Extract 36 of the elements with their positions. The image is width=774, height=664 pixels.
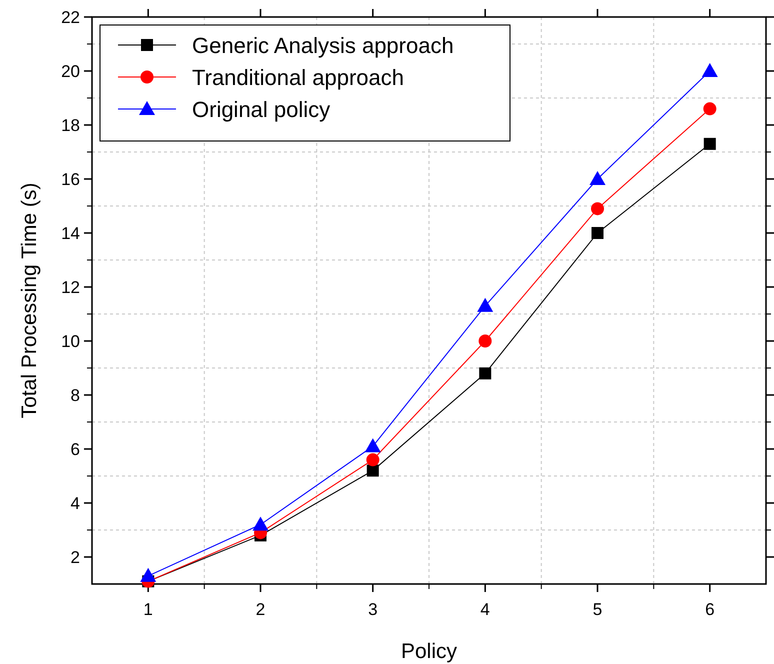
point — [703, 102, 716, 116]
y-tick-label: 10 — [61, 332, 80, 351]
point — [704, 138, 716, 150]
y-tick-label: 4 — [70, 494, 80, 513]
x-tick-label: 4 — [480, 600, 490, 619]
x-tick-label: 6 — [705, 600, 715, 619]
legend-label: Generic Analysis approach — [192, 33, 454, 58]
y-tick-label: 8 — [70, 386, 80, 405]
legend-label: Original policy — [192, 97, 330, 122]
point — [590, 171, 606, 185]
point — [364, 438, 381, 452]
y-tick-label: 22 — [61, 8, 80, 27]
point — [592, 227, 604, 239]
y-tick-label: 16 — [61, 170, 80, 189]
y-tick-label: 20 — [61, 62, 80, 81]
point — [366, 464, 379, 477]
x-tick-label: 2 — [256, 600, 266, 619]
point — [478, 334, 492, 348]
point — [140, 568, 156, 582]
point — [702, 63, 718, 77]
x-tick-label: 5 — [592, 600, 602, 619]
legend-label: Tranditional approach — [192, 65, 404, 90]
point — [591, 202, 604, 216]
point — [479, 367, 492, 380]
point — [366, 453, 380, 466]
point — [477, 298, 494, 312]
y-tick-label: 14 — [61, 224, 80, 243]
y-tick-label: 18 — [61, 116, 80, 135]
y-tick-label: 6 — [70, 440, 80, 459]
y-tick-label: 2 — [70, 548, 80, 567]
y-axis-title: Total Processing Time (s) — [18, 182, 41, 418]
x-tick-label: 3 — [368, 600, 378, 619]
x-axis-title: Policy — [400, 640, 458, 663]
point — [252, 516, 268, 531]
x-tick-label: 1 — [143, 600, 153, 619]
y-tick-label: 12 — [61, 278, 80, 297]
